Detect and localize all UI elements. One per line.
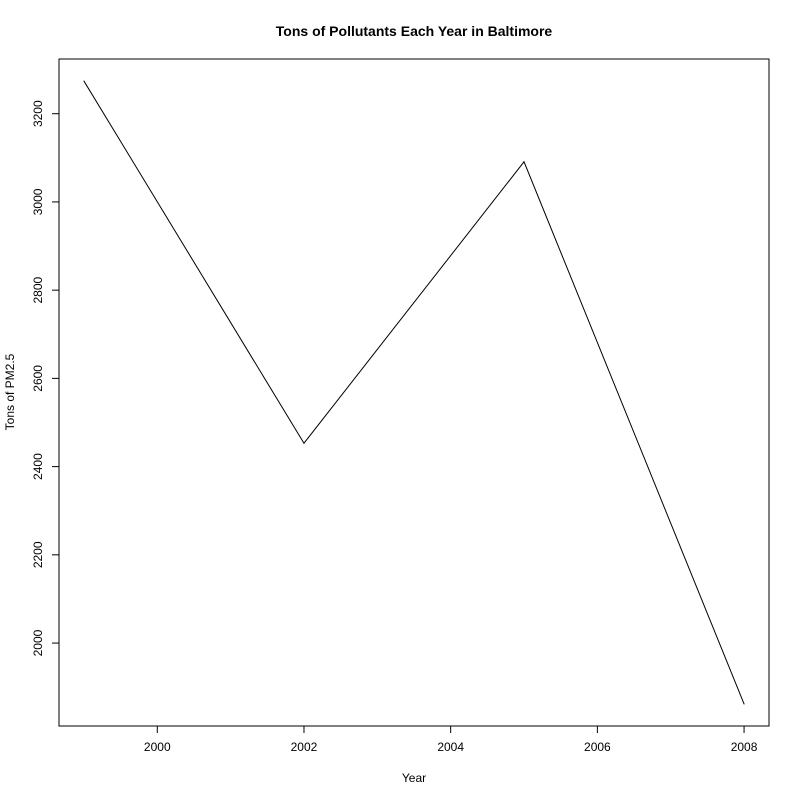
x-axis: 2000 2002 2004 2006 2008: [144, 725, 758, 754]
y-axis: 2000 2200 2400 2600 2800 3000 3200: [31, 100, 60, 656]
series-line: [83, 80, 745, 705]
x-tick-label: 2008: [731, 740, 758, 754]
y-tick-label: 2400: [31, 453, 45, 480]
y-tick-label: 2000: [31, 629, 45, 656]
y-tick-label: 2200: [31, 541, 45, 568]
x-tick-label: 2002: [291, 740, 318, 754]
y-tick-label: 2800: [31, 276, 45, 303]
y-tick-label: 3000: [31, 188, 45, 215]
data-point: [303, 442, 305, 444]
plot-frame: [58, 58, 770, 727]
data-point: [743, 703, 745, 705]
x-tick-label: 2006: [584, 740, 611, 754]
y-tick-label: 2600: [31, 365, 45, 392]
series-layer: [83, 80, 745, 705]
y-tick-label: 3200: [31, 100, 45, 127]
x-axis-label: Year: [402, 771, 426, 785]
data-point: [523, 161, 525, 163]
y-axis-label: Tons of PM2.5: [3, 353, 17, 430]
chart-title: Tons of Pollutants Each Year in Baltimor…: [276, 23, 553, 39]
data-point: [83, 80, 85, 82]
x-tick-label: 2000: [144, 740, 171, 754]
x-tick-label: 2004: [437, 740, 464, 754]
